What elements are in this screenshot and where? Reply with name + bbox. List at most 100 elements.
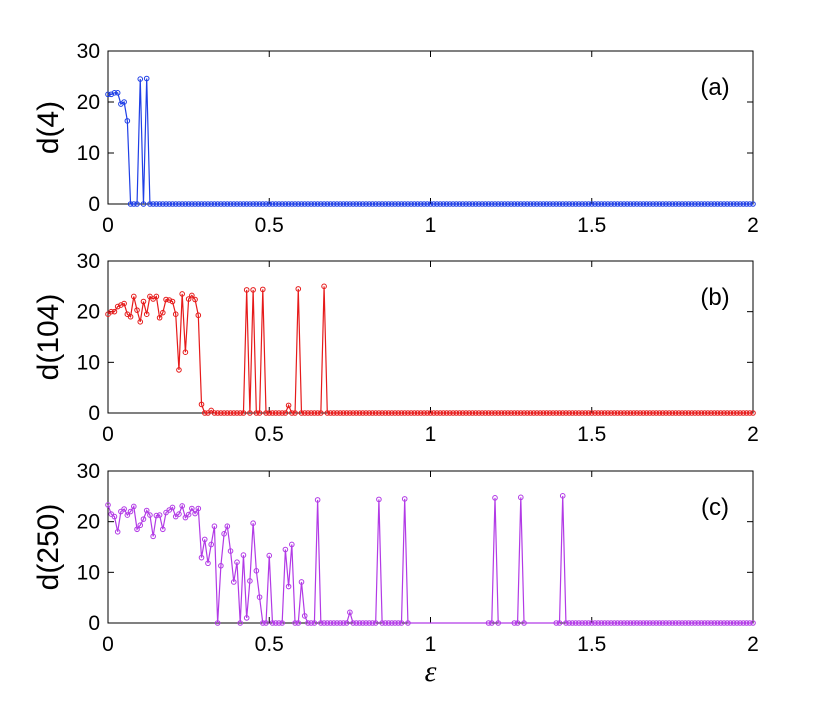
data-point — [237, 201, 244, 207]
data-point — [650, 410, 656, 416]
data-point — [659, 201, 666, 207]
data-point — [427, 410, 434, 416]
data-point — [701, 201, 708, 207]
data-point — [488, 410, 495, 416]
data-point — [282, 546, 289, 553]
data-point — [595, 620, 602, 626]
data-point — [672, 201, 679, 207]
data-point — [105, 91, 111, 98]
data-point — [166, 201, 173, 207]
data-point — [717, 620, 724, 626]
data-point — [621, 410, 627, 416]
y-tick-label: 10 — [77, 142, 100, 165]
data-point — [685, 620, 692, 626]
data-point — [205, 560, 211, 567]
data-point — [666, 620, 672, 626]
data-point — [237, 620, 244, 626]
data-point — [240, 410, 247, 416]
data-point — [450, 201, 456, 207]
data-point — [569, 620, 576, 626]
data-point — [289, 201, 295, 207]
data-point — [659, 410, 666, 416]
x-tick-label: 0.5 — [255, 633, 284, 656]
data-point — [634, 620, 640, 626]
data-point — [705, 620, 711, 626]
data-point — [682, 620, 689, 626]
data-point — [398, 410, 405, 416]
data-point — [214, 410, 221, 416]
data-point — [518, 201, 524, 207]
data-point — [495, 620, 502, 626]
data-point — [495, 201, 502, 207]
data-point — [389, 410, 395, 416]
data-point — [430, 410, 437, 416]
data-point — [247, 410, 253, 416]
data-point — [588, 201, 595, 207]
data-point — [672, 620, 679, 626]
data-point — [385, 410, 392, 416]
x-tick-label: 0 — [102, 633, 114, 656]
data-point — [140, 516, 147, 522]
data-point — [372, 201, 379, 207]
data-point — [201, 536, 208, 543]
data-point — [398, 201, 405, 207]
data-point — [292, 410, 298, 416]
data-point — [705, 201, 711, 207]
data-point — [401, 496, 408, 502]
data-point — [379, 410, 385, 416]
data-point — [614, 201, 621, 207]
data-point — [237, 410, 244, 416]
data-point — [179, 201, 185, 207]
data-point — [476, 410, 482, 416]
data-point — [395, 201, 402, 207]
data-point — [569, 201, 576, 207]
data-point — [621, 201, 627, 207]
data-point — [579, 620, 585, 626]
data-point — [372, 620, 379, 626]
data-point — [650, 201, 656, 207]
data-point — [727, 620, 734, 626]
x-tick-label: 1.5 — [577, 214, 606, 237]
data-point — [466, 410, 473, 416]
data-point — [250, 201, 256, 207]
data-point — [418, 410, 424, 416]
data-point — [224, 410, 231, 416]
data-point — [121, 99, 127, 105]
data-point — [137, 319, 144, 325]
data-point — [401, 201, 408, 207]
data-point — [740, 410, 747, 416]
data-point — [321, 201, 327, 207]
data-point — [279, 410, 285, 416]
data-point — [676, 201, 682, 207]
y-tick-label: 20 — [77, 301, 100, 324]
data-point — [140, 201, 147, 207]
data-point — [485, 201, 492, 207]
data-point — [337, 620, 344, 626]
data-point — [527, 410, 534, 416]
data-point — [234, 410, 240, 416]
data-point — [366, 620, 373, 626]
data-point — [340, 201, 347, 207]
data-point — [579, 201, 585, 207]
data-point — [301, 410, 308, 416]
data-point — [701, 620, 708, 626]
data-point — [350, 620, 356, 626]
data-point — [585, 620, 592, 626]
data-point — [708, 201, 714, 207]
data-point — [334, 620, 340, 626]
data-point — [727, 410, 734, 416]
data-point — [279, 201, 285, 207]
data-point — [585, 201, 592, 207]
data-point — [230, 201, 237, 207]
axes-box — [107, 260, 754, 414]
data-point — [324, 201, 331, 207]
data-point — [214, 201, 221, 207]
data-point — [256, 201, 263, 207]
data-point — [343, 201, 350, 207]
data-point — [208, 201, 214, 207]
data-point — [295, 201, 302, 207]
data-point — [585, 410, 592, 416]
data-point — [189, 201, 195, 207]
data-point — [643, 201, 650, 207]
data-point — [608, 201, 614, 207]
